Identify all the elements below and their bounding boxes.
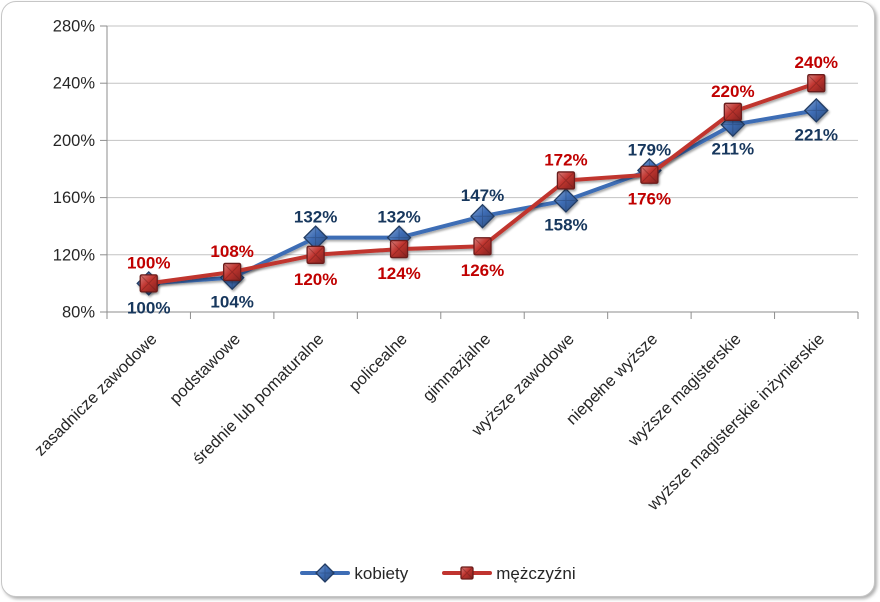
data-point-label: 126%	[461, 261, 504, 280]
marker-bevel	[804, 98, 828, 122]
series-labels-mężczyźni: 100% 108% 120% 124% 126% 172% 176% 220% 240%	[127, 53, 838, 289]
data-point-label: 158%	[544, 215, 587, 234]
data-point-label: 100%	[127, 253, 170, 272]
data-point-label: 176%	[628, 190, 671, 209]
legend-label-kobiety: kobiety	[354, 563, 409, 583]
data-point-label: 104%	[210, 293, 253, 312]
gridlines: 80% 120% 160% 200% 240% 280%	[53, 18, 858, 322]
marker-bevel	[557, 171, 575, 190]
marker-bevel	[316, 564, 335, 582]
x-axis-category-label: policealne	[346, 330, 411, 395]
legend-label-mezczyzni: mężczyźni	[496, 563, 576, 583]
y-axis-tick-label: 240%	[53, 75, 96, 93]
marker-bevel	[304, 226, 328, 250]
marker-bevel	[471, 204, 494, 228]
line-chart-plot-area: 80% 120% 160% 200% 240% 280% zasadnicze zawodo…	[31, 18, 859, 515]
data-point-label: 220%	[711, 82, 754, 101]
data-point-label: 211%	[712, 140, 755, 159]
marker-bevel	[807, 74, 826, 93]
x-axis-category-label: podstawowe	[166, 330, 244, 408]
legend-item-kobiety[interactable]: kobiety	[300, 563, 408, 583]
data-point-label: 147%	[461, 186, 504, 205]
y-axis-tick-label: 280%	[53, 18, 96, 36]
marker-bevel	[460, 566, 474, 580]
data-point-label: 120%	[294, 270, 337, 289]
kobiety-series-icon	[300, 563, 351, 583]
marker-bevel	[554, 188, 578, 212]
x-axis-category-label: wyższe magisterskie inżynierskie	[643, 330, 828, 515]
series-labels-kobiety: 100% 104% 132% 132% 147% 158% 179% 211% 221%	[127, 125, 838, 317]
marker-bevel	[473, 237, 492, 256]
x-axis-category-label: gimnazjalne	[419, 330, 494, 405]
data-point-marker-square	[460, 566, 474, 580]
data-point-marker-diamond	[315, 563, 336, 583]
x-axis-category-label: niepełne wyższe	[563, 330, 661, 428]
marker-bevel	[640, 165, 659, 184]
data-point-label: 124%	[377, 264, 420, 283]
y-axis-tick-label: 80%	[62, 304, 95, 322]
data-point-label: 179%	[628, 140, 671, 159]
marker-bevel	[139, 274, 158, 293]
mezczyzni-series-icon	[442, 566, 493, 580]
y-axis-tick-label: 160%	[53, 189, 96, 207]
y-axis-tick-label: 200%	[53, 132, 96, 150]
marker-bevel	[223, 263, 242, 281]
data-point-label: 240%	[795, 53, 838, 72]
marker-bevel	[306, 245, 325, 264]
data-point-label: 108%	[210, 242, 253, 261]
legend-item-mezczyzni[interactable]: mężczyźni	[442, 563, 576, 583]
x-axis-category-label: zasadnicze zawodowe	[31, 330, 160, 459]
data-point-label: 132%	[294, 208, 337, 227]
data-point-label: 132%	[377, 208, 420, 227]
marker-bevel	[723, 102, 742, 121]
data-point-label: 221%	[795, 125, 838, 144]
series-mężczyźni	[139, 74, 826, 293]
data-point-label: 172%	[544, 150, 587, 169]
legend: kobiety mężczyźni	[2, 558, 874, 588]
marker-bevel	[390, 240, 408, 258]
y-axis-tick-label: 120%	[53, 246, 96, 264]
data-point-label: 100%	[127, 298, 170, 317]
